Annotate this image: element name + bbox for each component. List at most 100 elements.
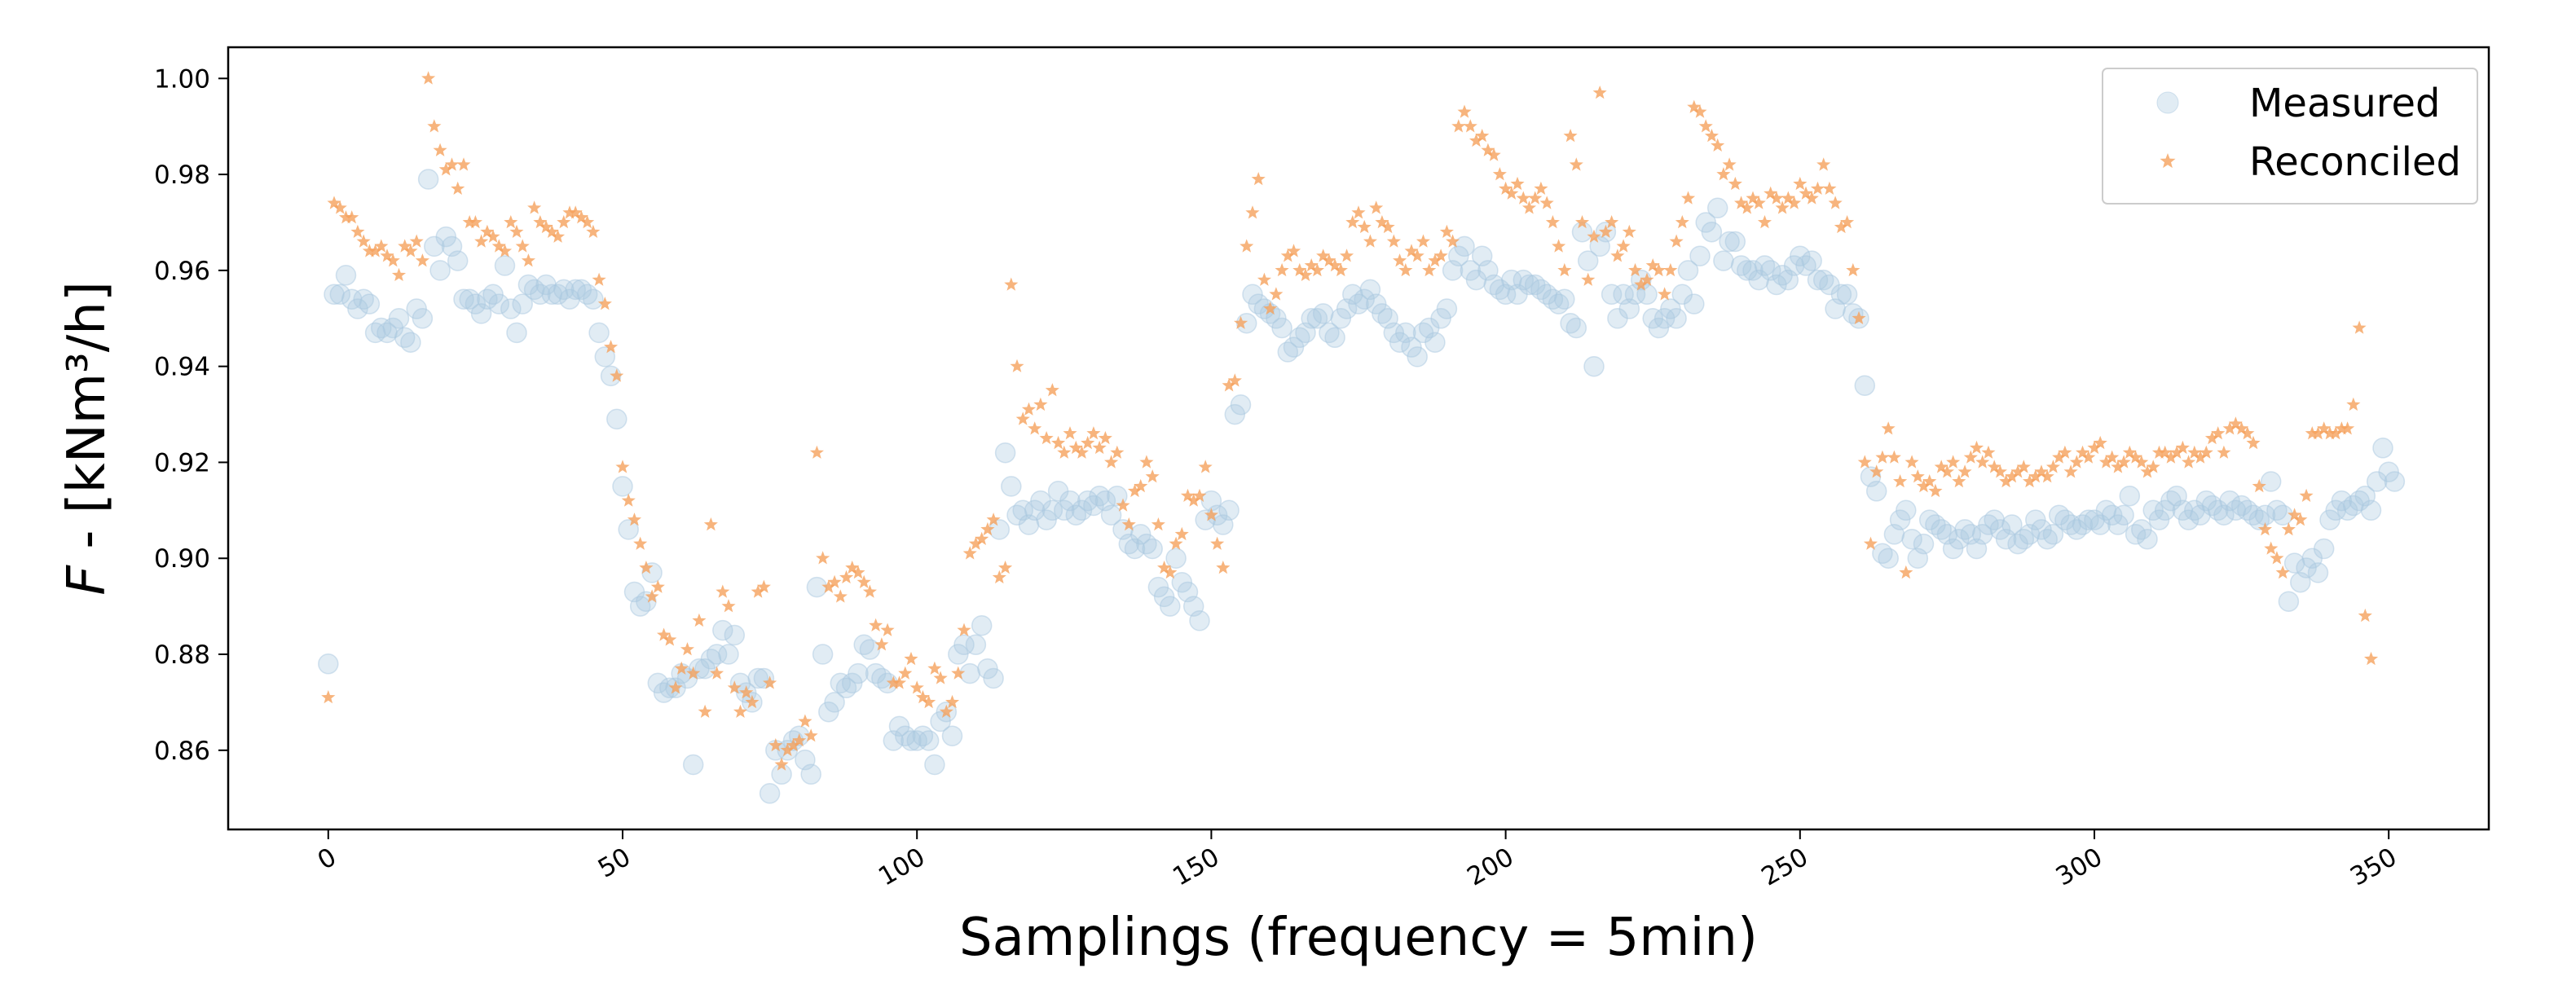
point-reconciled-178 xyxy=(1369,200,1384,214)
point-reconciled-295 xyxy=(2058,445,2072,459)
point-measured-47 xyxy=(594,346,616,367)
point-reconciled-335 xyxy=(2293,512,2308,526)
point-reconciled-26 xyxy=(474,234,489,248)
point-measured-66 xyxy=(706,644,728,665)
point-reconciled-189 xyxy=(1433,249,1448,262)
point-measured-29 xyxy=(488,293,510,315)
point-reconciled-35 xyxy=(527,200,542,214)
point-reconciled-262 xyxy=(1863,536,1878,550)
point-reconciled-274 xyxy=(1934,460,1949,473)
point-reconciled-265 xyxy=(1881,421,1896,435)
y-tick-label-4: 0.94 xyxy=(154,353,210,382)
point-reconciled-344 xyxy=(2346,397,2361,411)
point-reconciled-279 xyxy=(1963,450,1978,464)
point-reconciled-194 xyxy=(1463,119,1477,133)
point-reconciled-134 xyxy=(1110,445,1125,459)
point-reconciled-255 xyxy=(1822,181,1837,195)
point-reconciled-24 xyxy=(462,215,477,229)
point-reconciled-52 xyxy=(627,512,641,526)
point-reconciled-290 xyxy=(2028,469,2043,483)
point-measured-144 xyxy=(1165,548,1187,569)
point-reconciled-221 xyxy=(1622,224,1636,238)
point-reconciled-306 xyxy=(2122,445,2137,459)
point-measured-253 xyxy=(1807,269,1829,291)
point-measured-102 xyxy=(918,730,940,751)
point-reconciled-162 xyxy=(1275,262,1289,277)
point-reconciled-113 xyxy=(986,512,1001,526)
point-measured-31 xyxy=(500,298,522,319)
point-reconciled-293 xyxy=(2045,460,2060,473)
point-reconciled-275 xyxy=(1940,464,1954,478)
point-measured-68 xyxy=(718,644,739,665)
point-reconciled-225 xyxy=(1645,258,1660,272)
point-reconciled-238 xyxy=(1722,157,1737,171)
point-reconciled-325 xyxy=(2235,421,2249,435)
point-reconciled-155 xyxy=(1234,315,1248,329)
point-reconciled-327 xyxy=(2246,435,2261,450)
point-reconciled-320 xyxy=(2204,431,2219,445)
point-measured-204 xyxy=(1518,274,1540,296)
point-reconciled-33 xyxy=(515,239,530,253)
point-reconciled-339 xyxy=(2317,421,2332,435)
point-reconciled-63 xyxy=(692,613,707,627)
point-reconciled-45 xyxy=(586,224,601,238)
point-reconciled-10 xyxy=(380,249,394,262)
point-reconciled-57 xyxy=(657,627,672,641)
point-reconciled-232 xyxy=(1687,99,1702,113)
point-measured-210 xyxy=(1554,288,1575,310)
point-reconciled-168 xyxy=(1310,262,1324,277)
point-measured-218 xyxy=(1601,284,1623,306)
point-measured-51 xyxy=(618,519,639,540)
point-reconciled-338 xyxy=(2310,426,2326,440)
point-measured-167 xyxy=(1301,308,1322,329)
point-reconciled-195 xyxy=(1469,133,1483,147)
point-reconciled-253 xyxy=(1810,181,1825,195)
point-reconciled-319 xyxy=(2199,445,2213,459)
point-reconciled-185 xyxy=(1410,249,1425,262)
legend-marker-measured xyxy=(2156,91,2179,114)
point-reconciled-44 xyxy=(580,215,595,229)
point-measured-268 xyxy=(1896,499,1917,521)
point-measured-235 xyxy=(1701,221,1723,243)
point-reconciled-190 xyxy=(1439,224,1454,238)
point-reconciled-78 xyxy=(780,742,795,757)
point-measured-69 xyxy=(724,624,746,646)
point-reconciled-115 xyxy=(998,561,1013,574)
point-reconciled-191 xyxy=(1446,234,1460,248)
y-axis-variable: F xyxy=(57,565,117,596)
point-reconciled-316 xyxy=(2182,455,2196,469)
point-reconciled-143 xyxy=(1163,565,1178,579)
point-measured-263 xyxy=(1865,481,1887,502)
point-reconciled-231 xyxy=(1681,191,1696,205)
point-reconciled-124 xyxy=(1051,435,1066,450)
point-reconciled-114 xyxy=(992,570,1006,584)
point-measured-84 xyxy=(812,644,834,665)
point-reconciled-56 xyxy=(650,579,665,593)
point-reconciled-292 xyxy=(2040,469,2054,483)
point-reconciled-346 xyxy=(2358,608,2372,622)
point-reconciled-336 xyxy=(2299,488,2314,502)
point-measured-143 xyxy=(1160,596,1181,617)
point-measured-3 xyxy=(335,265,357,286)
point-reconciled-34 xyxy=(521,253,535,267)
point-measured-347 xyxy=(2360,499,2382,521)
point-reconciled-3 xyxy=(338,210,353,224)
point-reconciled-227 xyxy=(1658,287,1672,301)
point-reconciled-230 xyxy=(1675,215,1689,229)
point-measured-46 xyxy=(588,322,610,344)
point-reconciled-87 xyxy=(833,589,848,603)
point-reconciled-65 xyxy=(703,517,718,531)
point-reconciled-347 xyxy=(2364,651,2379,666)
point-measured-224 xyxy=(1636,284,1658,306)
point-reconciled-213 xyxy=(1575,215,1590,229)
point-reconciled-340 xyxy=(2323,426,2337,440)
point-reconciled-131 xyxy=(1092,440,1107,455)
point-reconciled-308 xyxy=(2134,455,2149,469)
point-reconciled-202 xyxy=(1510,176,1525,191)
y-axis-unit: - [kNm³/h] xyxy=(57,281,117,565)
y-tick-label-7: 1.00 xyxy=(154,64,210,94)
point-measured-236 xyxy=(1706,197,1728,219)
point-reconciled-123 xyxy=(1045,383,1059,397)
point-measured-261 xyxy=(1854,375,1876,396)
point-reconciled-233 xyxy=(1693,104,1707,118)
